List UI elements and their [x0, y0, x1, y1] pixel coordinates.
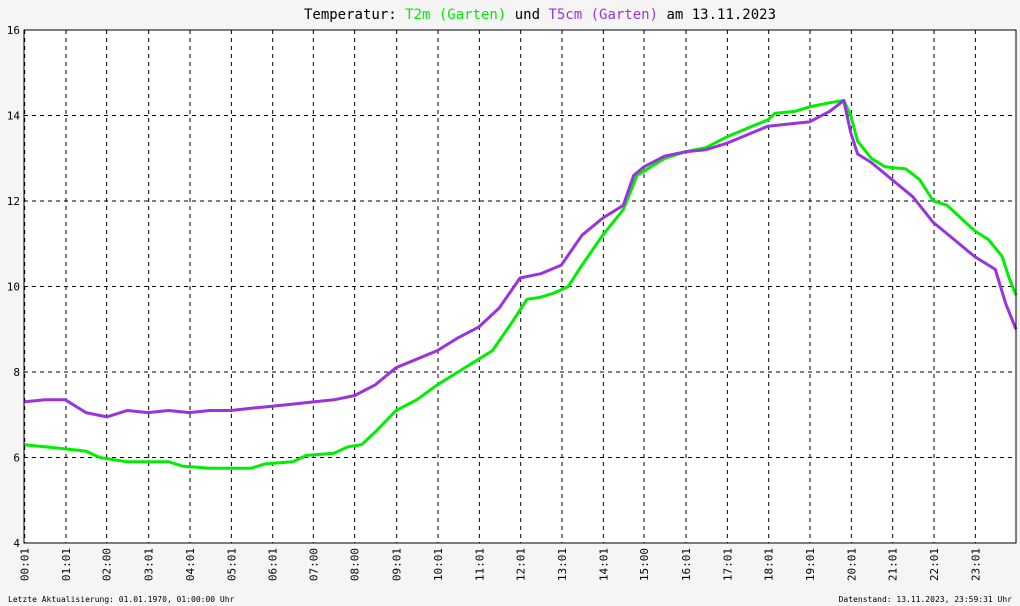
x-tick-label: 02:00 — [101, 548, 114, 581]
title-joiner: und — [515, 7, 549, 23]
x-tick-label: 22:01 — [928, 548, 941, 581]
x-tick-label: 13:01 — [556, 548, 569, 581]
y-axis-ticks: 4 6 8 10 12 14 16 — [7, 24, 21, 550]
x-tick-label: 03:01 — [143, 548, 156, 581]
x-tick-label: 08:00 — [349, 548, 362, 581]
x-tick-label: 01:01 — [60, 548, 73, 581]
plot-frame — [23, 29, 1017, 544]
footer-data-status: Datenstand: 13.11.2023, 23:59:31 Uhr — [839, 595, 1013, 604]
x-tick-label: 12:01 — [515, 548, 528, 581]
x-axis-ticks: 00:01 01:01 02:00 03:01 04:01 05:01 06:01 07:00… — [19, 548, 983, 581]
y-tick-label: 16 — [7, 24, 20, 37]
y-tick-label: 6 — [13, 452, 20, 465]
x-tick-label: 07:00 — [307, 548, 320, 581]
y-tick-label: 12 — [7, 195, 20, 208]
title-prefix: Temperatur: — [304, 7, 405, 23]
series-line-t5cm — [23, 99, 1018, 419]
title-series2: T5cm (Garten) — [548, 7, 658, 23]
chart-title: Temperatur: T2m (Garten) und T5cm (Garte… — [304, 7, 776, 23]
x-tick-label: 09:01 — [391, 548, 404, 581]
series-line-t2m — [23, 99, 1018, 470]
x-tick-label: 10:01 — [432, 548, 445, 581]
x-tick-label: 05:01 — [225, 548, 238, 581]
title-series1: T2m (Garten) — [405, 7, 506, 23]
x-tick-label: 21:01 — [887, 548, 900, 581]
x-tick-label: 00:01 — [19, 548, 32, 581]
x-tick-label: 18:01 — [763, 548, 776, 581]
footer-last-update: Letzte Aktualisierung: 01.01.1970, 01:00… — [8, 595, 235, 604]
x-tick-label: 17:01 — [721, 548, 734, 581]
y-tick-label: 10 — [7, 281, 20, 294]
x-tick-label: 19:01 — [804, 548, 817, 581]
x-tick-label: 20:01 — [845, 548, 858, 581]
x-tick-label: 11:01 — [473, 548, 486, 581]
x-tick-label: 15:00 — [638, 548, 651, 581]
x-tick-label: 06:01 — [267, 548, 280, 581]
grid-lines — [24, 29, 1016, 544]
svg-text:Temperatur: T2m (Garten: Temperatur: T2m (Garten) und T5cm (Garte… — [304, 7, 776, 23]
x-tick-label: 04:01 — [184, 548, 197, 581]
y-tick-label: 4 — [13, 537, 20, 550]
y-tick-label: 14 — [7, 110, 21, 123]
x-tick-label: 16:01 — [680, 548, 693, 581]
x-tick-label: 23:01 — [969, 548, 982, 581]
y-tick-label: 8 — [13, 366, 20, 379]
x-tick-label: 14:01 — [597, 548, 610, 581]
title-suffix: am 13.11.2023 — [666, 7, 776, 23]
series-layer — [23, 99, 1018, 470]
